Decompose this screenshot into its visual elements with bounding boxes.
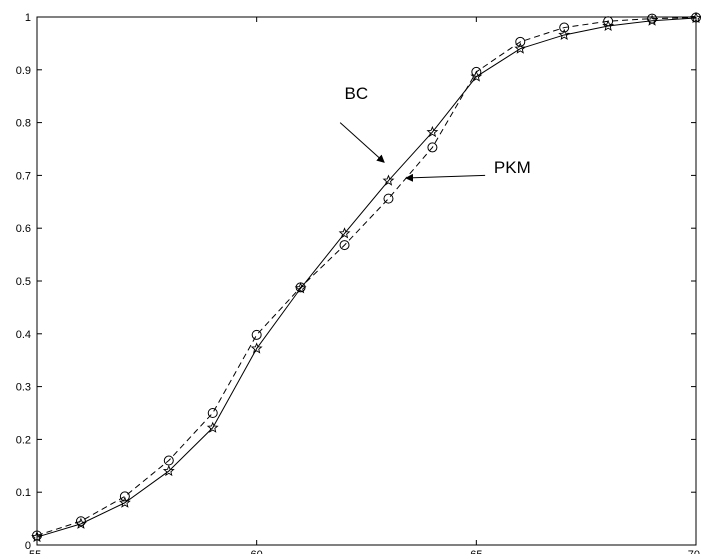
data-point-pkm	[75, 516, 86, 527]
x-tick-label: 60	[251, 549, 263, 554]
data-point-pkm	[471, 66, 482, 77]
y-tick-label: 0.3	[16, 382, 31, 394]
y-tick-label: 0	[25, 540, 31, 552]
annotations: BC PKM	[339, 84, 531, 182]
data-point-bc	[250, 342, 263, 354]
annotation-arrow-pkm	[405, 173, 486, 182]
axis-ticks	[36, 16, 697, 546]
data-point-pkm	[32, 530, 42, 541]
data-point-pkm	[515, 36, 526, 47]
y-tick-label: 0.6	[16, 223, 31, 235]
y-tick-label: 0.5	[16, 276, 31, 288]
data-point-bc	[426, 125, 439, 138]
x-tick-label: 65	[470, 549, 482, 554]
data-point-pkm	[603, 16, 614, 27]
annotation-label-bc: BC	[345, 84, 369, 103]
series-markers	[31, 11, 701, 543]
data-point-pkm	[119, 491, 130, 502]
y-tick-label: 0.2	[16, 434, 31, 446]
data-point-bc	[118, 496, 131, 508]
series-line-bc	[36, 17, 697, 538]
data-point-pkm	[163, 455, 174, 466]
data-point-bc	[558, 28, 571, 40]
data-point-bc	[162, 464, 175, 477]
annotation-label-pkm: PKM	[494, 158, 531, 177]
y-tick-label: 0.1	[16, 487, 31, 499]
y-tick-label: 0.9	[16, 65, 31, 77]
y-tick-label: 0.4	[16, 329, 31, 341]
data-point-bc	[31, 530, 43, 543]
x-tick-label: 55	[29, 549, 41, 554]
data-point-bc	[338, 227, 351, 239]
data-point-pkm	[339, 240, 350, 251]
data-point-bc	[382, 174, 395, 186]
x-tick-label: 70	[688, 549, 700, 554]
annotation-arrow-bc	[339, 122, 385, 163]
data-point-pkm	[427, 142, 438, 153]
series-line-pkm	[36, 17, 697, 536]
data-point-pkm	[207, 408, 218, 418]
data-point-bc	[514, 42, 527, 54]
y-tick-label: 0.7	[16, 170, 31, 182]
series-lines	[36, 17, 697, 538]
data-point-pkm	[383, 193, 394, 204]
data-point-pkm	[251, 329, 262, 340]
y-tick-label: 1	[25, 12, 31, 24]
data-point-bc	[294, 282, 307, 294]
data-point-bc	[690, 11, 701, 24]
data-point-bc	[206, 421, 219, 433]
data-point-pkm	[647, 13, 658, 24]
data-point-pkm	[295, 282, 306, 293]
data-point-pkm	[559, 22, 570, 33]
y-tick-label: 0.8	[16, 118, 31, 130]
